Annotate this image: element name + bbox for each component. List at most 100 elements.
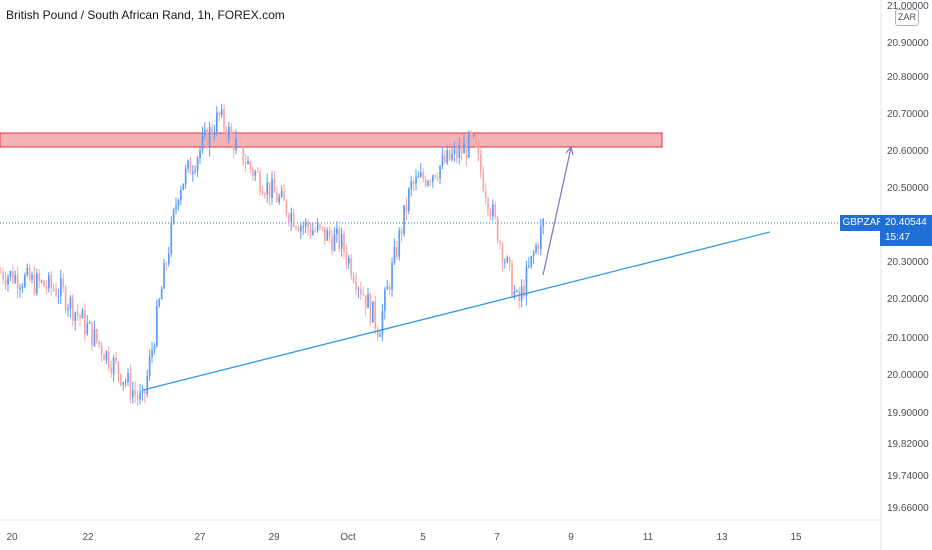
candle-body (307, 221, 309, 229)
symbol-price-tag: GBPZAR (840, 215, 886, 231)
candle-body (268, 182, 271, 198)
candle-body (482, 172, 485, 191)
candle-body (429, 181, 432, 183)
price-tick-label: 19.90000 (887, 408, 929, 419)
candle-body (393, 246, 396, 263)
candle-body (542, 219, 545, 227)
candle-body (283, 191, 285, 201)
candle-body (105, 351, 108, 361)
candle-body (352, 276, 355, 282)
candle-body (19, 287, 21, 289)
candle-body (290, 212, 293, 223)
candle-body (499, 242, 501, 244)
candle-body (132, 390, 134, 398)
candle-body (278, 196, 281, 203)
candle-body (218, 112, 221, 116)
candle-body (141, 390, 144, 393)
candle-body (96, 329, 98, 342)
resistance-zone[interactable] (0, 132, 663, 148)
candle-body (300, 226, 302, 232)
candle-body (127, 373, 129, 383)
candle-body (86, 323, 89, 334)
price-axis-labels: 21.00000 20.90000 20.80000 20.70000 20.60000… (887, 1, 929, 514)
candle-body (98, 341, 101, 345)
candle-body (297, 227, 300, 232)
candle-body (115, 357, 117, 362)
candle-body (208, 127, 211, 148)
candle-body (520, 286, 523, 301)
candle-body (112, 357, 115, 374)
candle-body (103, 354, 105, 361)
candle-body (21, 286, 24, 288)
candle-body (436, 177, 439, 179)
candle-body (504, 262, 506, 264)
candle-body (235, 137, 237, 150)
price-tick-label: 20.00000 (887, 370, 929, 381)
price-tick-label: 20.80000 (887, 72, 929, 83)
candle-body (398, 230, 401, 257)
candle-body (288, 214, 290, 223)
candle-body (244, 162, 247, 165)
candle-body (446, 150, 449, 163)
candle-body (259, 171, 261, 192)
time-tick-label: 9 (568, 532, 574, 543)
candle-body (470, 132, 473, 137)
candle-body (88, 322, 91, 324)
candle-body (427, 181, 429, 186)
candle-body (117, 361, 120, 375)
candle-body (194, 170, 197, 173)
price-tick-label: 20.90000 (887, 38, 929, 49)
candle-body (396, 246, 398, 257)
projection-arrow[interactable] (542, 145, 574, 276)
candle-body (146, 376, 149, 394)
candle-body (72, 297, 74, 321)
candle-body (444, 155, 446, 163)
candle-body (369, 293, 372, 323)
candle-body (129, 373, 132, 398)
candle-body (458, 145, 461, 158)
candle-body (184, 168, 187, 184)
candle-body (196, 157, 199, 171)
candle-body (525, 266, 528, 296)
candle-body (156, 305, 158, 347)
time-tick-label: 15 (790, 532, 802, 543)
candle-body (206, 129, 209, 148)
candle-body (285, 200, 288, 215)
candle-body (7, 276, 9, 285)
candle-body (254, 171, 257, 176)
candle-body (540, 226, 542, 249)
candle-body (295, 226, 297, 228)
candle-body (62, 278, 65, 288)
candle-body (376, 328, 379, 337)
candle-body (216, 112, 218, 134)
time-tick-label: 22 (82, 532, 94, 543)
candle-body (424, 178, 427, 186)
candle-body (242, 142, 245, 163)
candle-body (338, 228, 341, 249)
candle-body (439, 165, 441, 179)
candle-body (489, 210, 492, 217)
candle-body (420, 172, 422, 177)
candle-body (12, 270, 14, 283)
candle-body (280, 191, 283, 197)
candle-body (451, 153, 453, 160)
price-tick-label: 20.50000 (887, 183, 929, 194)
candle-body (60, 278, 62, 296)
candle-body (292, 212, 295, 227)
time-tick-label: 7 (494, 532, 500, 543)
price-tick-label: 20.10000 (887, 333, 929, 344)
ascending-trendline[interactable] (142, 231, 771, 391)
candle-body (408, 189, 410, 212)
candle-body (136, 394, 139, 400)
candle-body (324, 227, 326, 241)
price-tick-label: 20.60000 (887, 146, 929, 157)
candle-body (379, 334, 381, 337)
candle-body (144, 390, 146, 394)
currency-badge[interactable]: ZAR (895, 9, 919, 26)
candle-body (523, 286, 525, 296)
candle-body (76, 312, 79, 316)
candle-body (28, 267, 31, 280)
candle-body (302, 226, 305, 228)
candle-body (108, 351, 110, 368)
